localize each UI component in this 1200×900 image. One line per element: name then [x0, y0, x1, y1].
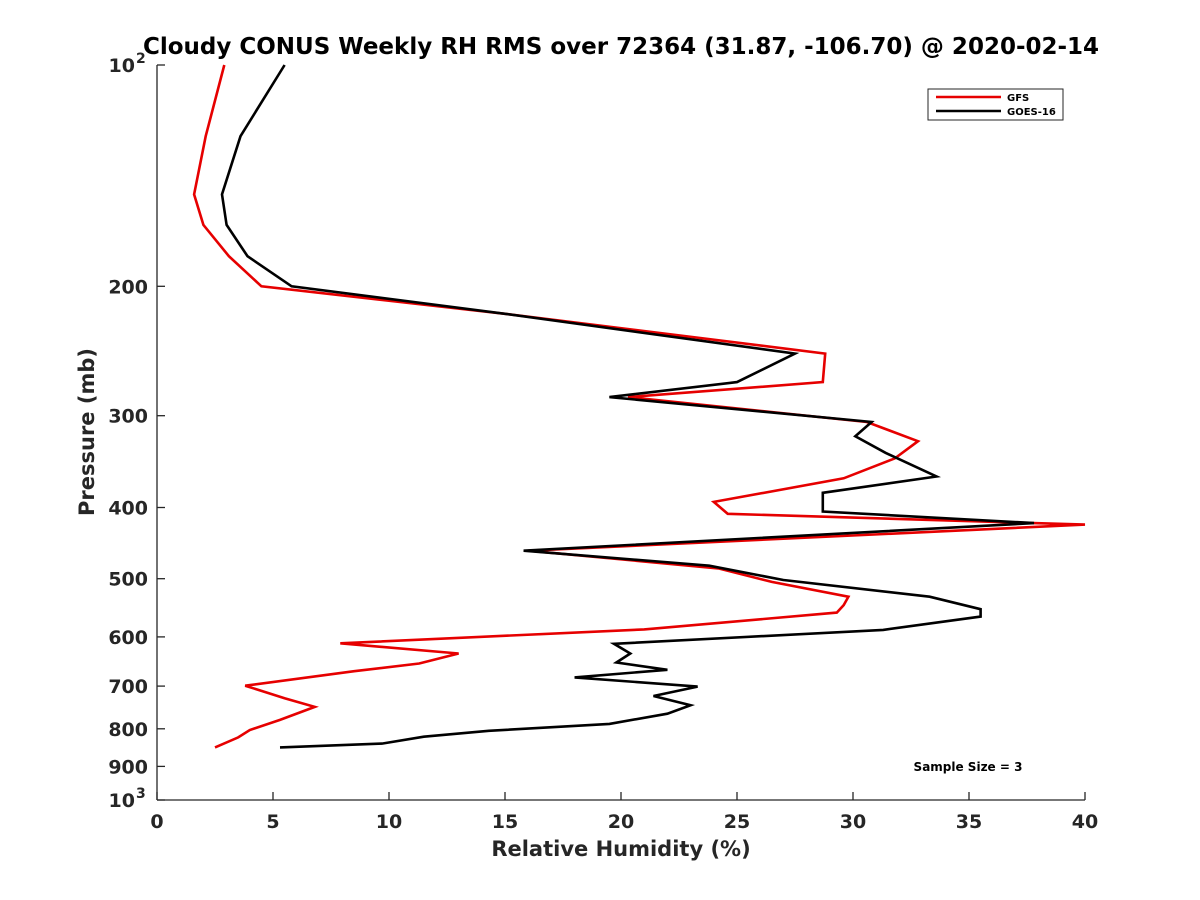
y-tick-label-base: 10	[109, 790, 135, 812]
x-tick-label: 35	[956, 811, 982, 833]
legend-box	[927, 88, 1064, 121]
x-tick-label: 0	[150, 811, 163, 833]
y-tick-label: 10 3	[109, 786, 146, 812]
x-axis-label: Relative Humidity (%)	[491, 837, 750, 861]
y-tick-label-exponent: 2	[136, 51, 146, 67]
x-tick-label: 30	[840, 811, 866, 833]
x-tick-label: 10	[376, 811, 402, 833]
y-tick-label: 700	[108, 676, 148, 698]
sample-size-annotation: Sample Size = 3	[914, 760, 1023, 774]
y-tick-label: 400	[108, 498, 148, 520]
y-tick-label: 300	[108, 406, 148, 428]
x-tick-label: 15	[492, 811, 518, 833]
series-line-goes16	[220, 64, 1035, 749]
y-tick-label-exponent: 3	[136, 786, 146, 802]
y-axis-label: Pressure (mb)	[75, 348, 99, 516]
series-layer	[192, 64, 1086, 749]
y-tick-label: 800	[108, 719, 148, 741]
x-tick-label: 40	[1072, 811, 1098, 833]
x-tick-label: 5	[266, 811, 279, 833]
legend: GFS GOES-16	[927, 88, 1064, 121]
y-tick-label: 200	[108, 276, 148, 298]
legend-label-gfs: GFS	[1007, 93, 1029, 104]
y-tick-label: 600	[108, 627, 148, 649]
y-tick-label: 10 2	[109, 51, 146, 77]
chart-title: Cloudy CONUS Weekly RH RMS over 72364 (3…	[143, 34, 1099, 60]
y-tick-label-base: 10	[109, 55, 135, 77]
y-tick-label: 900	[108, 756, 148, 778]
x-tick-label: 20	[608, 811, 634, 833]
x-tick-label: 25	[724, 811, 750, 833]
y-tick-label: 500	[108, 569, 148, 591]
legend-label-goes16: GOES-16	[1007, 107, 1056, 118]
